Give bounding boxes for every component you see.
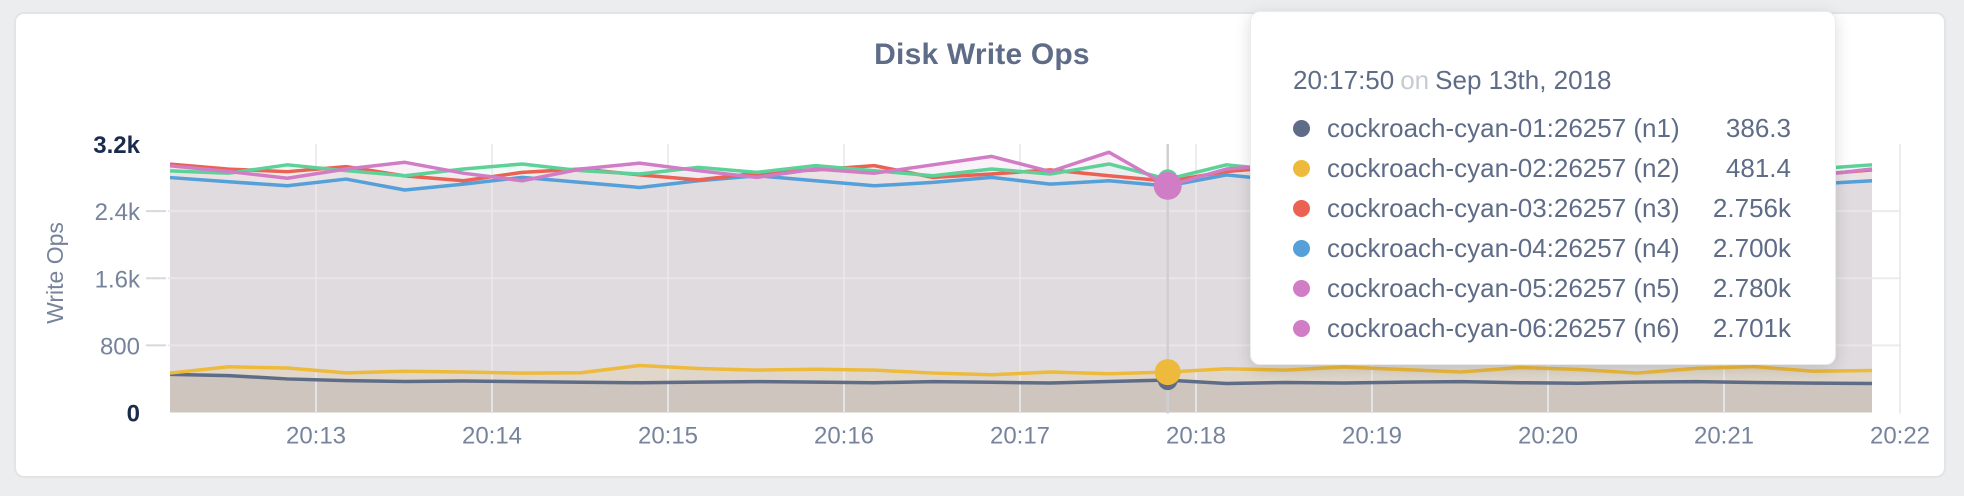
x-tick-label: 20:15 xyxy=(638,423,698,450)
series-value: 386.3 xyxy=(1725,112,1791,143)
tooltip-connector: on xyxy=(1400,65,1430,95)
series-name: cockroach-cyan-05:26257 (n5) xyxy=(1327,272,1680,303)
series-dot-icon xyxy=(1293,239,1310,257)
tooltip-row: cockroach-cyan-02:26257 (n2) 481.4 xyxy=(1293,148,1791,188)
series-name: cockroach-cyan-02:26257 (n2) xyxy=(1327,152,1680,183)
series-value: 481.4 xyxy=(1725,152,1791,183)
y-tick-label: 2.4k xyxy=(95,199,141,226)
series-dot-icon xyxy=(1293,119,1310,137)
tooltip-time: 20:17:50 xyxy=(1293,65,1395,95)
tooltip-date: Sep 13th, 2018 xyxy=(1435,65,1612,95)
series-dot-icon xyxy=(1293,199,1310,217)
x-tick-label: 20:14 xyxy=(462,423,522,450)
tooltip-row: cockroach-cyan-01:26257 (n1) 386.3 xyxy=(1293,108,1791,148)
series-dot-icon xyxy=(1293,279,1310,297)
x-tick-label: 20:21 xyxy=(1694,423,1754,450)
series-dot-icon xyxy=(1293,319,1310,337)
x-tick-label: 20:13 xyxy=(286,423,346,450)
chart-title: Disk Write Ops xyxy=(874,38,1090,71)
y-tick-label: 3.2k xyxy=(93,132,140,159)
series-name: cockroach-cyan-06:26257 (n6) xyxy=(1327,312,1680,343)
series-value: 2.701k xyxy=(1712,312,1791,343)
hover-dot-n2 xyxy=(1154,359,1181,386)
y-axis-label: Write Ops xyxy=(42,222,68,324)
x-tick-label: 20:17 xyxy=(990,423,1050,450)
series-value: 2.756k xyxy=(1712,192,1791,223)
hover-tooltip: 20:17:50 on Sep 13th, 2018 cockroach-cyan-… xyxy=(1250,11,1836,365)
hover-dot-n6 xyxy=(1153,171,1182,200)
series-name: cockroach-cyan-04:26257 (n4) xyxy=(1327,232,1680,263)
tooltip-row: cockroach-cyan-03:26257 (n3) 2.756k xyxy=(1293,188,1791,228)
x-tick-label: 20:22 xyxy=(1870,423,1930,450)
tooltip-row: cockroach-cyan-06:26257 (n6) 2.701k xyxy=(1293,308,1791,348)
series-line-n2 xyxy=(169,363,1873,377)
series-dot-icon xyxy=(1293,159,1310,177)
x-tick-label: 20:20 xyxy=(1518,423,1578,450)
tooltip-rows: cockroach-cyan-01:26257 (n1) 386.3 cockroa… xyxy=(1293,108,1791,348)
hover-marker xyxy=(1153,144,1182,414)
x-tick-label: 20:18 xyxy=(1166,423,1226,450)
y-tick-label: 800 xyxy=(100,333,140,360)
x-tick-label: 20:16 xyxy=(814,423,874,450)
y-tick-label: 0 xyxy=(127,401,140,428)
y-tick-label: 1.6k xyxy=(95,266,141,293)
series-value: 2.700k xyxy=(1712,232,1791,263)
tooltip-row: cockroach-cyan-04:26257 (n4) 2.700k xyxy=(1293,228,1791,268)
tooltip-header: 20:17:50 on Sep 13th, 2018 xyxy=(1293,60,1791,100)
series-line-n1 xyxy=(169,372,1873,386)
series-name: cockroach-cyan-01:26257 (n1) xyxy=(1327,112,1680,143)
series-value: 2.780k xyxy=(1712,272,1791,303)
tooltip-row: cockroach-cyan-05:26257 (n5) 2.780k xyxy=(1293,268,1791,308)
series-name: cockroach-cyan-03:26257 (n3) xyxy=(1327,192,1680,223)
x-tick-label: 20:19 xyxy=(1342,423,1402,450)
